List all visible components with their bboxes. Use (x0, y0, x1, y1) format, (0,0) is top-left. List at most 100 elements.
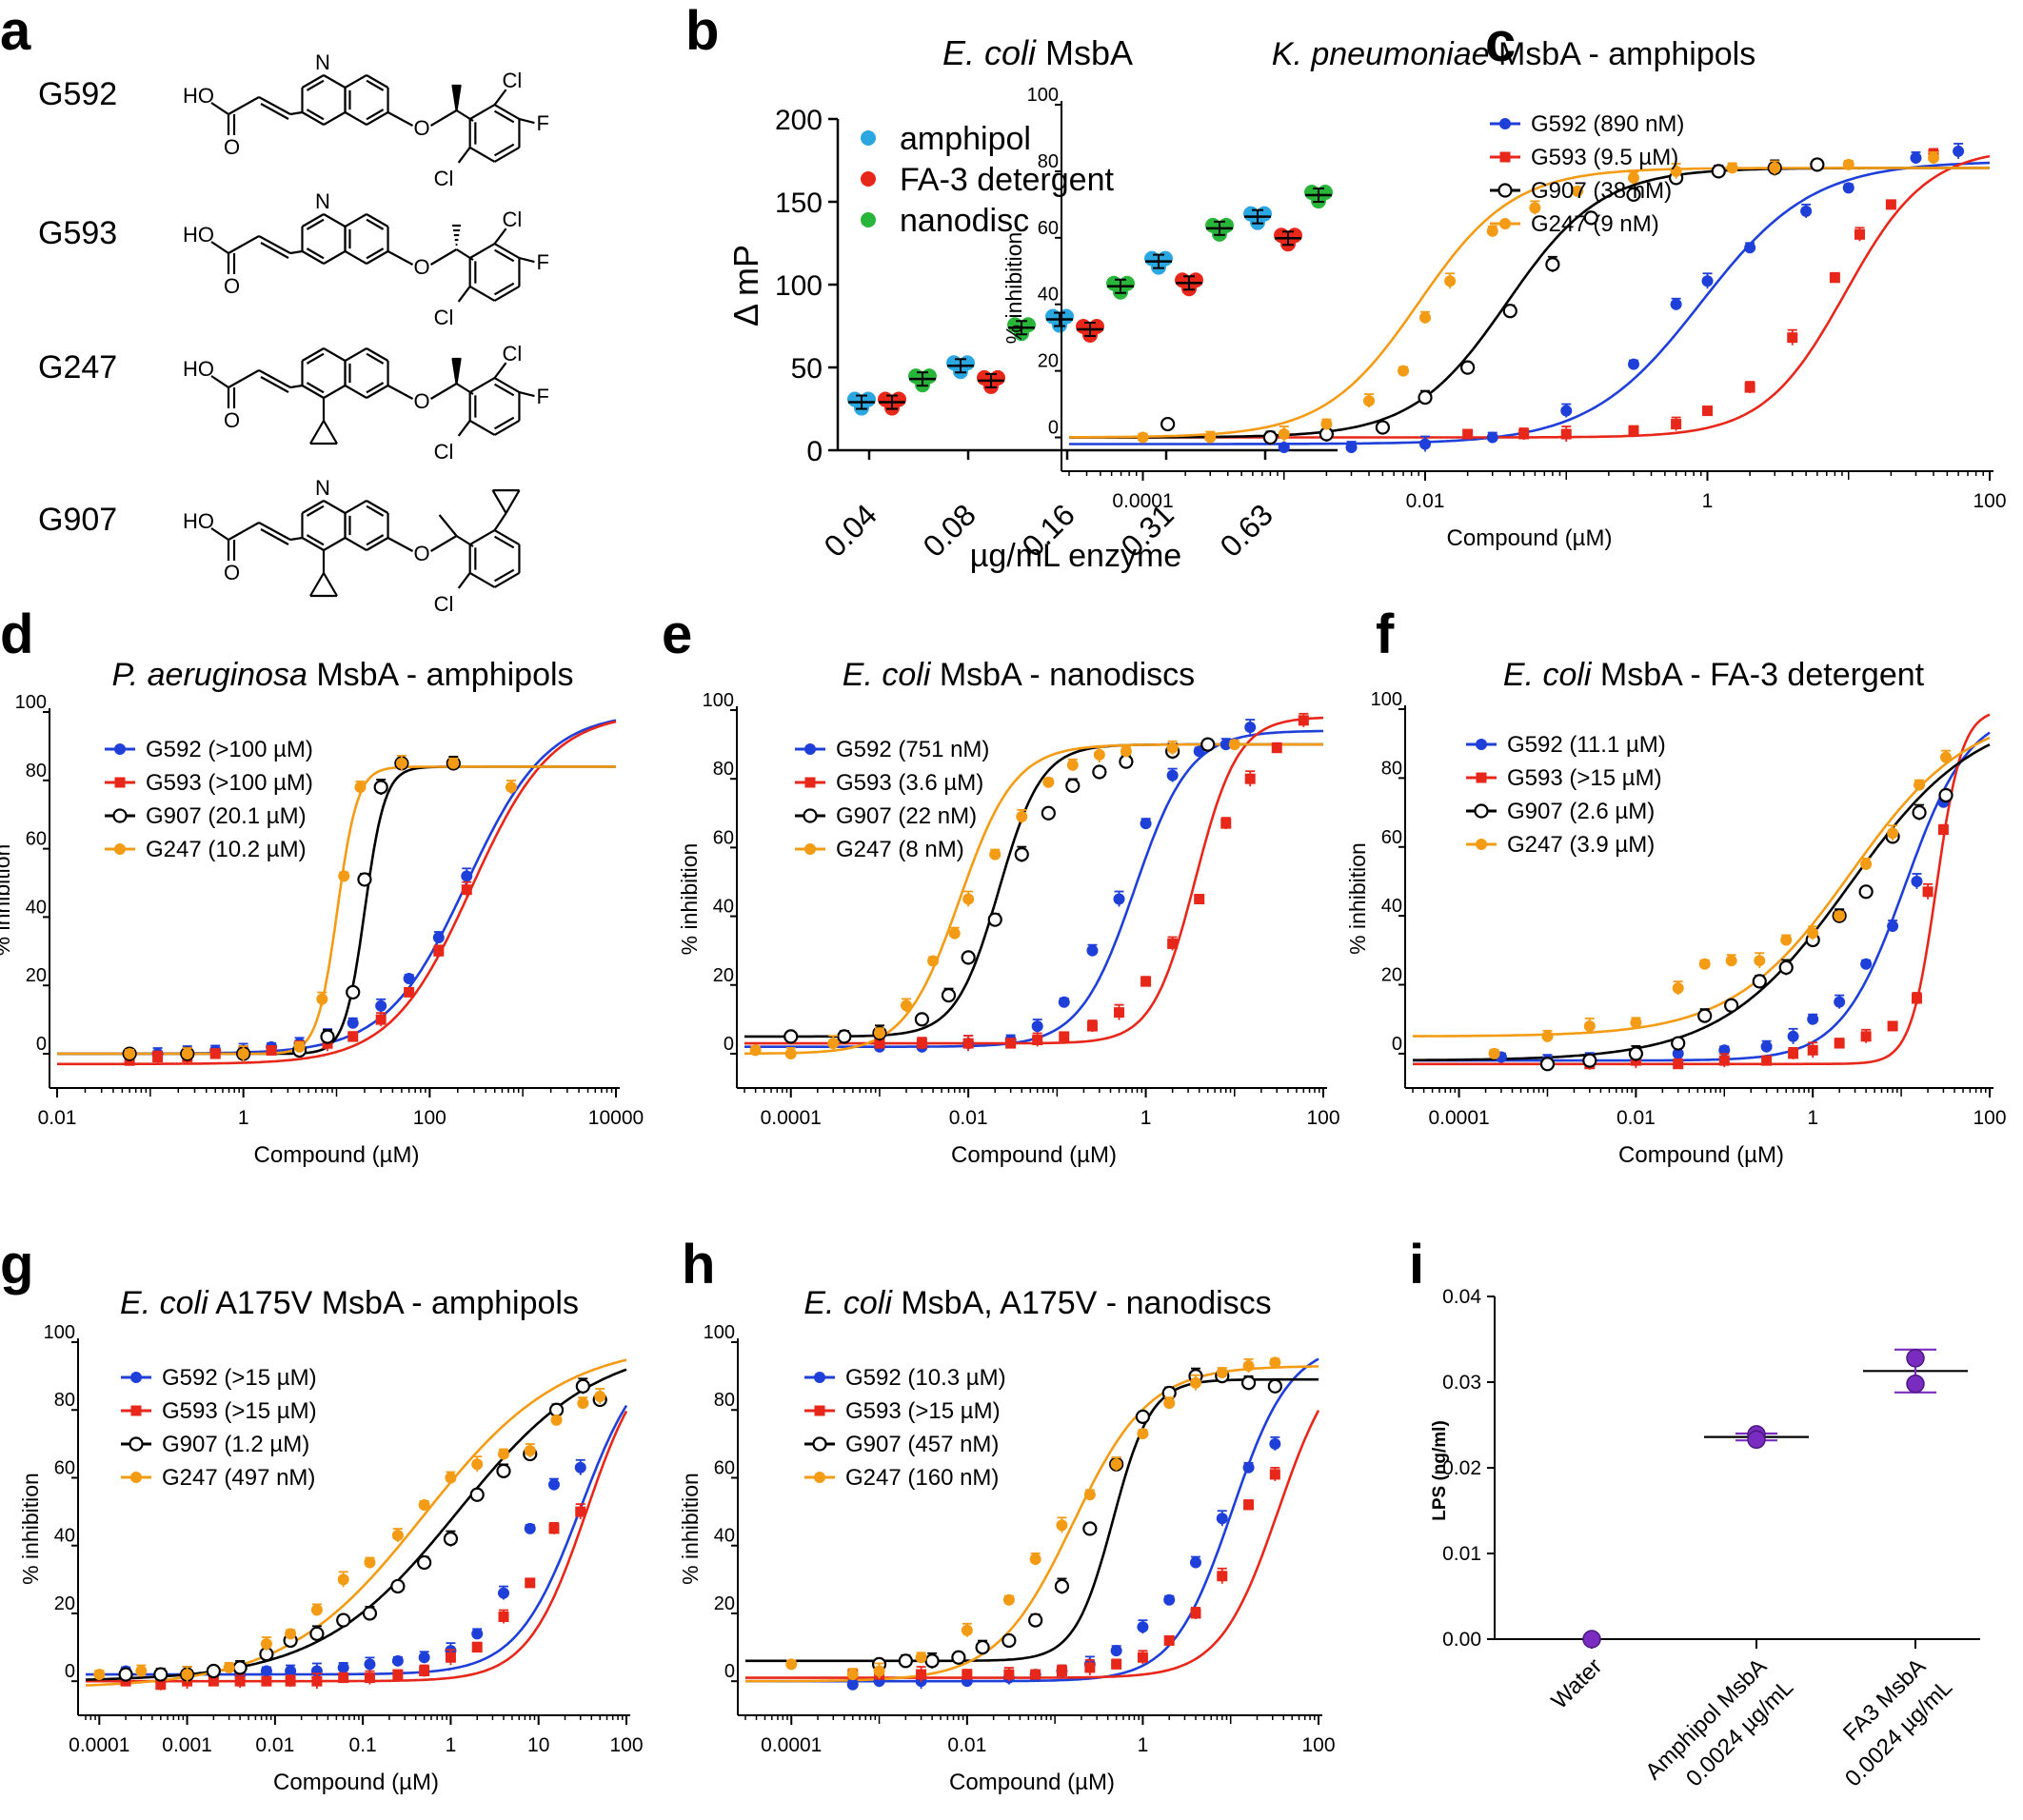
panel-c-point-G247 (1769, 162, 1781, 174)
panel-i-y-label: LPS (ng/ml) (1430, 1420, 1450, 1521)
panel-e-point-G907 (837, 1029, 852, 1044)
panel-g-point-G907 (575, 1378, 590, 1394)
panel-g-point-G247 (223, 1661, 235, 1673)
panel-c-x-tick-label: 1 (1702, 490, 1714, 512)
panel-e-point-G907 (1092, 764, 1107, 780)
compound-G247-atom-label: F (536, 385, 548, 408)
compound-G592-atom-label: Cl (434, 167, 454, 190)
panel-d-legend-label-G247: G247 (10.2 µM) (146, 837, 307, 862)
panel-e-point-G593 (1298, 715, 1309, 726)
compound-G593-ring-double (306, 247, 325, 260)
panel-f-title-part-0: E. coli (1503, 657, 1593, 693)
panel-e-x-tick-label: 1 (1140, 1107, 1152, 1129)
panel-g-point-G593 (392, 1669, 404, 1680)
compound-G593-name: G593 (38, 215, 117, 251)
compound-G592-ring-double (306, 109, 325, 121)
compound-G593-bond (210, 241, 229, 254)
panel-h-point-G593 (1190, 1608, 1201, 1619)
panel-letter-d: d (0, 603, 33, 665)
compound-G247-cyclopropyl (309, 420, 325, 445)
panel-f-y-tick-label: 60 (1381, 827, 1402, 848)
panel-d-point-G593 (266, 1044, 277, 1056)
panel-h-point-G593 (1243, 1499, 1255, 1511)
compound-G247-ring-bond (301, 385, 325, 399)
compound-G907-bond (210, 527, 229, 541)
panel-f-legend-marker-G593 (1476, 772, 1487, 783)
panel-g-y-tick-label: 40 (54, 1526, 75, 1547)
panel-f-point-G247 (1834, 910, 1846, 922)
panel-b-legend-label: amphipol (900, 121, 1031, 157)
panel-f-point-G592 (1672, 1047, 1684, 1059)
compound-G593-phenyl-bond (493, 285, 520, 302)
compound-G592-phenyl-double (493, 109, 515, 124)
panel-g-y-tick-label: 100 (44, 1322, 75, 1343)
panel-h-point-G907 (1240, 1375, 1257, 1391)
panel-g-point-G907 (390, 1578, 406, 1594)
panel-c-point-G592 (1744, 242, 1756, 254)
compound-G907-bond (493, 512, 507, 531)
compound-G592-ring-bond (323, 74, 347, 89)
compound-G593-bond (519, 256, 535, 264)
panel-c-point-G593 (1787, 332, 1798, 344)
panel-c-y-tick-label: 20 (1038, 351, 1059, 372)
panel-h-legend-label-G593: G593 (>15 µM) (845, 1398, 1001, 1424)
panel-e-point-G592 (1113, 893, 1125, 905)
compound-G247-bond (457, 420, 471, 437)
panel-b-legend-marker (861, 212, 876, 228)
panel-f-point-G907 (1938, 787, 1954, 803)
panel-e-point-G907 (1119, 754, 1134, 769)
compound-G907-ring-double (306, 504, 325, 517)
panel-letter-e: e (662, 603, 692, 665)
panel-g-point-G907 (309, 1626, 325, 1641)
compound-G907-phenyl-bond (469, 529, 496, 546)
panel-h-point-G247 (961, 1624, 973, 1636)
panel-c-point-G592 (1842, 182, 1854, 194)
panel-g-x-tick-label: 0.1 (349, 1734, 377, 1756)
compound-G592-bond (457, 147, 471, 164)
panel-h-y-tick-label: 20 (714, 1593, 735, 1614)
panel-d-y-tick-label: 100 (15, 692, 47, 713)
panel-d-point-G247 (447, 757, 460, 769)
panel-g-title-part-0: E. coli (120, 1285, 209, 1321)
panel-g-point-G907 (118, 1667, 133, 1682)
panel-e-y-tick-label: 40 (713, 897, 734, 918)
compound-G247-phenyl-bond (469, 419, 496, 436)
panel-f-point-G907 (1724, 998, 1739, 1013)
panel-e-point-G592 (1031, 1020, 1043, 1033)
compound-G592-ring-bond (344, 111, 367, 126)
panel-g-legend-label-G593: G593 (>15 µM) (162, 1398, 317, 1424)
compound-G593-phenyl-bond (469, 243, 496, 260)
panel-g-x-tick-label: 0.01 (255, 1734, 294, 1756)
panel-c-point-G907 (1160, 416, 1176, 432)
panel-g-legend-label-G247: G247 (497 nM) (162, 1465, 315, 1491)
panel-c-curve-G593 (1069, 154, 1991, 439)
compound-G907-cyclopropyl (309, 572, 325, 597)
panel-h-point-G247 (1083, 1489, 1096, 1501)
panel-e-point-G247 (1066, 759, 1079, 771)
panel-h-point-G247 (1242, 1359, 1255, 1372)
panel-h-point-G593 (1111, 1658, 1122, 1670)
panel-e-point-G593 (874, 1038, 885, 1049)
panel-g-point-G593 (525, 1577, 536, 1589)
panel-e-point-G907 (1200, 737, 1216, 752)
panel-f-legend-label-G907: G907 (2.6 µM) (1507, 799, 1655, 824)
panel-d-curve-G247 (57, 765, 616, 1056)
panel-b-y-tick-label: 50 (791, 353, 823, 385)
compound-G593-ring-bond (344, 250, 367, 265)
compound-G247-ring-bond (301, 347, 325, 362)
panel-g-title-part-1: A175V MsbA - amphipols (208, 1285, 579, 1321)
panel-g-point-G592 (260, 1665, 272, 1677)
compound-G907-phenyl-bond (493, 571, 520, 588)
panel-c-point-G247 (1398, 365, 1410, 377)
panel-h-legend-label-G247: G247 (160 nM) (845, 1465, 999, 1491)
panel-c-y-tick-label: 40 (1038, 285, 1059, 306)
panel-b-legend-marker (861, 130, 876, 146)
panel-h-point-G247 (785, 1658, 798, 1671)
panel-f-point-G593 (1922, 886, 1934, 898)
compound-G907-phenyl-bond (469, 571, 496, 588)
compound-G592-ring-double (366, 109, 385, 121)
panel-f-point-G907 (1628, 1046, 1643, 1061)
panel-g-curve-G593 (86, 1410, 628, 1683)
panel-g-point-G907 (496, 1463, 511, 1478)
compound-G907-ring-double (366, 504, 385, 517)
